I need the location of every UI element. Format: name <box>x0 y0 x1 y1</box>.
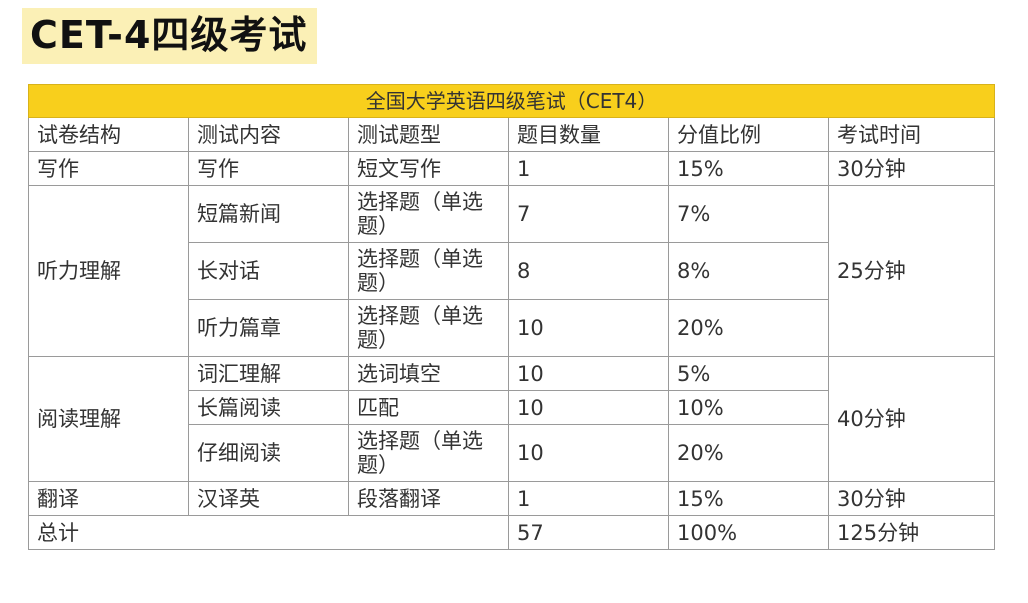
count-cell: 10 <box>508 299 669 357</box>
total-count-cell: 57 <box>508 515 669 550</box>
content-cell: 汉译英 <box>188 481 349 516</box>
header-cell: 分值比例 <box>668 117 829 152</box>
count-cell: 1 <box>508 481 669 516</box>
count-cell: 7 <box>508 185 669 243</box>
table-banner-row: 全国大学英语四级笔试（CET4） <box>27 84 996 118</box>
title-highlight: CET-4四级考试 <box>22 8 318 64</box>
type-cell: 选择题（单选题） <box>348 424 509 482</box>
type-cell: 选择题（单选题） <box>348 299 509 357</box>
ratio-cell: 20% <box>668 299 829 357</box>
section-cell: 写作 <box>28 151 189 186</box>
ratio-cell: 15% <box>668 151 829 186</box>
time-cell: 25分钟 <box>827 185 996 357</box>
content-cell: 词汇理解 <box>188 356 349 391</box>
header-cell: 测试题型 <box>348 117 509 152</box>
count-cell: 10 <box>508 424 669 482</box>
header-cell: 考试时间 <box>827 117 996 152</box>
header-cell: 题目数量 <box>508 117 669 152</box>
exam-structure-table: 全国大学英语四级笔试（CET4） 试卷结构 测试内容 测试题型 题目数量 分值比… <box>27 84 996 550</box>
content-cell: 短篇新闻 <box>188 185 349 243</box>
total-time-cell: 125分钟 <box>827 515 996 550</box>
table-row: 长对话 选择题（单选题） 8 8% <box>29 242 995 300</box>
table-total-row: 总计 57 100% 125分钟 <box>28 515 996 550</box>
ratio-cell: 8% <box>668 242 829 300</box>
table-row: 阅读理解 词汇理解 选词填空 10 5% 40分钟 <box>28 356 996 482</box>
table-row: 听力篇章 选择题（单选题） 10 20% <box>29 299 995 357</box>
count-cell: 1 <box>508 151 669 186</box>
section-cell: 阅读理解 <box>28 356 189 482</box>
content-cell: 长篇阅读 <box>188 390 349 425</box>
count-cell: 10 <box>508 356 669 391</box>
type-cell: 短文写作 <box>348 151 509 186</box>
table-row: 长篇阅读 匹配 10 10% <box>29 390 995 425</box>
table-row: 写作 写作 短文写作 1 15% 30分钟 <box>28 151 996 186</box>
section-cell: 听力理解 <box>28 185 189 357</box>
table-row: 仔细阅读 选择题（单选题） 10 20% <box>29 424 995 482</box>
content-cell: 仔细阅读 <box>188 424 349 482</box>
ratio-cell: 5% <box>668 356 829 391</box>
header-cell: 试卷结构 <box>28 117 189 152</box>
ratio-cell: 10% <box>668 390 829 425</box>
ratio-cell: 15% <box>668 481 829 516</box>
type-cell: 段落翻译 <box>348 481 509 516</box>
section-cell: 翻译 <box>28 481 189 516</box>
table-banner: 全国大学英语四级笔试（CET4） <box>27 84 996 118</box>
time-cell: 30分钟 <box>827 151 996 186</box>
count-cell: 10 <box>508 390 669 425</box>
type-cell: 匹配 <box>348 390 509 425</box>
table-header-row: 试卷结构 测试内容 测试题型 题目数量 分值比例 考试时间 <box>28 117 996 152</box>
time-cell: 30分钟 <box>827 481 996 516</box>
content-cell: 听力篇章 <box>188 299 349 357</box>
total-label-cell: 总计 <box>28 515 509 550</box>
content-cell: 长对话 <box>188 242 349 300</box>
page-title: CET-4四级考试 <box>30 13 308 57</box>
count-cell: 8 <box>508 242 669 300</box>
total-ratio-cell: 100% <box>668 515 829 550</box>
time-cell: 40分钟 <box>827 356 996 482</box>
table-row: 翻译 汉译英 段落翻译 1 15% 30分钟 <box>28 481 996 516</box>
type-cell: 选择题（单选题） <box>348 242 509 300</box>
header-cell: 测试内容 <box>188 117 349 152</box>
type-cell: 选词填空 <box>348 356 509 391</box>
type-cell: 选择题（单选题） <box>348 185 509 243</box>
ratio-cell: 7% <box>668 185 829 243</box>
ratio-cell: 20% <box>668 424 829 482</box>
content-cell: 写作 <box>188 151 349 186</box>
table-row: 听力理解 短篇新闻 选择题（单选题） 7 7% 25分钟 <box>28 185 996 357</box>
